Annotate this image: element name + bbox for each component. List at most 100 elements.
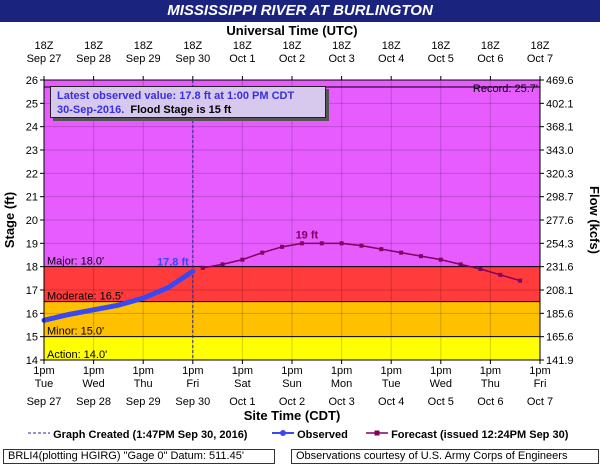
bottom-tick-weekday-1: Wed	[82, 378, 104, 390]
flood-band-2	[44, 266, 540, 302]
bottom-tick-date-8: Oct 5	[428, 396, 454, 408]
datum-info: BRLI4(plotting HGIRG) "Gage 0" Datum: 51…	[3, 449, 275, 464]
flow-tick-label-12: 469.6	[546, 75, 574, 87]
legend: Graph Created (1:47PM Sep 30, 2016) Obse…	[0, 426, 600, 444]
legend-observed: Observed	[272, 428, 348, 441]
threshold-label-0: Major: 18.0'	[47, 256, 104, 268]
y-tick-label-0: 14	[26, 355, 38, 367]
y-tick-label-2: 16	[26, 308, 38, 320]
top-tick-date-6: Oct 3	[328, 53, 354, 65]
top-tick-date-10: Oct 7	[527, 53, 553, 65]
crest-label: 19 ft	[296, 229, 319, 241]
observations-credit: Observations courtesy of U.S. Army Corps…	[291, 449, 599, 464]
forecast-point-16	[518, 278, 523, 283]
bottom-tick-time-0: 1pm	[33, 365, 54, 377]
y-tick-label-6: 20	[26, 215, 38, 227]
flood-band-0	[44, 336, 540, 360]
flow-tick-label-1: 165.6	[546, 332, 574, 344]
top-tick-date-0: Sep 27	[27, 53, 62, 65]
flood-stage-text: Flood Stage is 15 ft	[130, 104, 232, 116]
threshold-label-3: Action: 14.0'	[47, 349, 107, 361]
bottom-tick-time-7: 1pm	[380, 365, 401, 377]
bottom-tick-date-5: Oct 2	[279, 396, 305, 408]
flood-band-1	[44, 301, 540, 337]
bottom-tick-weekday-8: Wed	[430, 378, 452, 390]
y-tick-label-12: 26	[26, 75, 38, 87]
y-tick-label-8: 22	[26, 168, 38, 180]
flow-tick-label-4: 231.6	[546, 262, 574, 274]
bottom-tick-date-9: Oct 6	[477, 396, 503, 408]
bottom-tick-date-0: Sep 27	[27, 396, 62, 408]
forecast-point-8	[359, 243, 364, 248]
y-tick-label-10: 24	[26, 122, 38, 134]
y-tick-label-3: 17	[26, 285, 38, 297]
y-tick-label-11: 25	[26, 98, 38, 110]
bottom-tick-weekday-2: Thu	[134, 378, 153, 390]
legend-forecast: Forecast (issued 12:24PM Sep 30)	[366, 428, 568, 441]
forecast-point-1	[220, 262, 225, 267]
bottom-tick-time-4: 1pm	[232, 365, 253, 377]
record-label: Record: 25.7'	[472, 83, 538, 95]
flow-tick-label-2: 185.6	[546, 308, 574, 320]
bottom-tick-date-6: Oct 3	[328, 396, 354, 408]
bottom-tick-time-5: 1pm	[281, 365, 302, 377]
top-tick-hour-7: 18Z	[382, 40, 401, 52]
bottom-tick-time-3: 1pm	[182, 365, 203, 377]
forecast-point-7	[339, 241, 344, 246]
top-tick-date-9: Oct 6	[477, 53, 503, 65]
bottom-tick-date-7: Oct 4	[378, 396, 404, 408]
forecast-point-13	[458, 262, 463, 267]
top-tick-hour-8: 18Z	[431, 40, 450, 52]
top-tick-hour-10: 18Z	[531, 40, 550, 52]
forecast-point-0	[200, 265, 205, 270]
forecast-point-6	[319, 241, 324, 246]
axes-layer: 14 141.915 165.616 185.617 208.118 231.619 254…	[2, 23, 600, 423]
legend-graph-created: Graph Created (1:47PM Sep 30, 2016)	[28, 428, 247, 441]
y-axis-title-right: Flow (kcfs)	[587, 186, 600, 254]
bottom-tick-weekday-10: Fri	[534, 378, 547, 390]
top-tick-date-5: Oct 2	[279, 53, 305, 65]
y-tick-label-1: 15	[26, 332, 38, 344]
legend-created-text: Graph Created (1:47PM Sep 30, 2016)	[53, 429, 248, 441]
forecast-point-10	[399, 250, 404, 255]
flow-tick-label-3: 208.1	[546, 285, 574, 297]
top-tick-date-4: Oct 1	[229, 53, 255, 65]
legend-observed-text: Observed	[297, 429, 348, 441]
bottom-tick-date-3: Sep 30	[175, 396, 210, 408]
flood-stage-line: 30-Sep-2016. Flood Stage is 15 ft	[57, 103, 319, 117]
forecast-point-5	[299, 241, 304, 246]
bottom-tick-time-1: 1pm	[83, 365, 104, 377]
dashed-line-icon	[28, 432, 50, 434]
bottom-tick-weekday-4: Sat	[234, 378, 251, 390]
bottom-axis-title: Site Time (CDT)	[244, 408, 341, 423]
bottom-tick-weekday-7: Tue	[382, 378, 401, 390]
bottom-tick-time-6: 1pm	[331, 365, 352, 377]
top-tick-hour-9: 18Z	[481, 40, 500, 52]
flow-tick-label-11: 402.1	[546, 98, 574, 110]
observed-value-label: 17.8 ft	[157, 256, 189, 268]
flow-tick-label-5: 254.3	[546, 238, 574, 250]
forecast-point-15	[498, 272, 503, 277]
flow-tick-label-7: 298.7	[546, 192, 574, 204]
top-tick-hour-3: 18Z	[183, 40, 202, 52]
forecast-point-11	[418, 254, 423, 259]
y-tick-label-9: 23	[26, 145, 38, 157]
top-tick-date-1: Sep 28	[76, 53, 111, 65]
y-axis-title: Stage (ft)	[2, 192, 17, 248]
top-tick-hour-5: 18Z	[283, 40, 302, 52]
forecast-point-12	[438, 257, 443, 262]
forecast-line-icon	[366, 430, 388, 436]
bottom-tick-weekday-6: Mon	[331, 378, 352, 390]
observed-line	[41, 268, 196, 323]
bottom-tick-time-9: 1pm	[480, 365, 501, 377]
y-tick-label-7: 21	[26, 192, 38, 204]
threshold-label-2: Minor: 15.0'	[47, 326, 104, 338]
flow-tick-label-8: 320.3	[546, 168, 574, 180]
legend-forecast-text: Forecast (issued 12:24PM Sep 30)	[391, 429, 569, 441]
forecast-point-4	[280, 244, 285, 249]
flow-tick-label-6: 277.6	[546, 215, 574, 227]
y-tick-label-5: 19	[26, 238, 38, 250]
top-axis-title: Universal Time (UTC)	[226, 23, 357, 38]
top-tick-date-2: Sep 29	[126, 53, 161, 65]
bottom-tick-date-4: Oct 1	[229, 396, 255, 408]
